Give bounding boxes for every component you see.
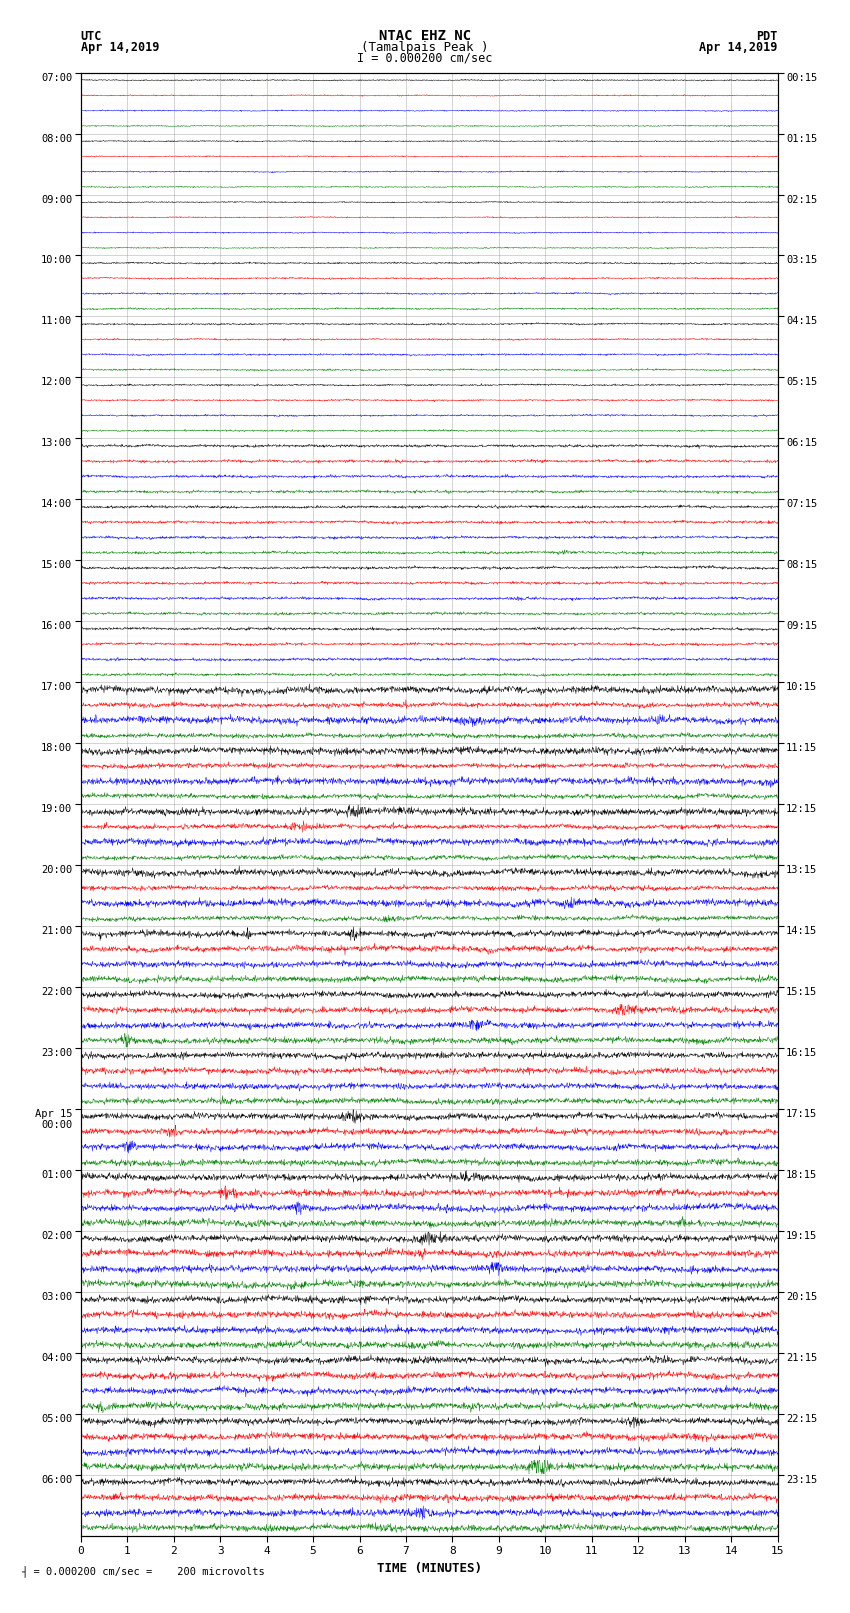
- Text: Apr 14,2019: Apr 14,2019: [700, 40, 778, 53]
- Text: Apr 14,2019: Apr 14,2019: [81, 40, 159, 53]
- Text: (Tamalpais Peak ): (Tamalpais Peak ): [361, 40, 489, 53]
- Text: UTC: UTC: [81, 29, 102, 44]
- Text: NTAC EHZ NC: NTAC EHZ NC: [379, 29, 471, 44]
- Text: I = 0.000200 cm/sec: I = 0.000200 cm/sec: [357, 52, 493, 65]
- X-axis label: TIME (MINUTES): TIME (MINUTES): [377, 1561, 482, 1574]
- Text: PDT: PDT: [756, 29, 778, 44]
- Text: ┤ = 0.000200 cm/sec =    200 microvolts: ┤ = 0.000200 cm/sec = 200 microvolts: [21, 1565, 265, 1578]
